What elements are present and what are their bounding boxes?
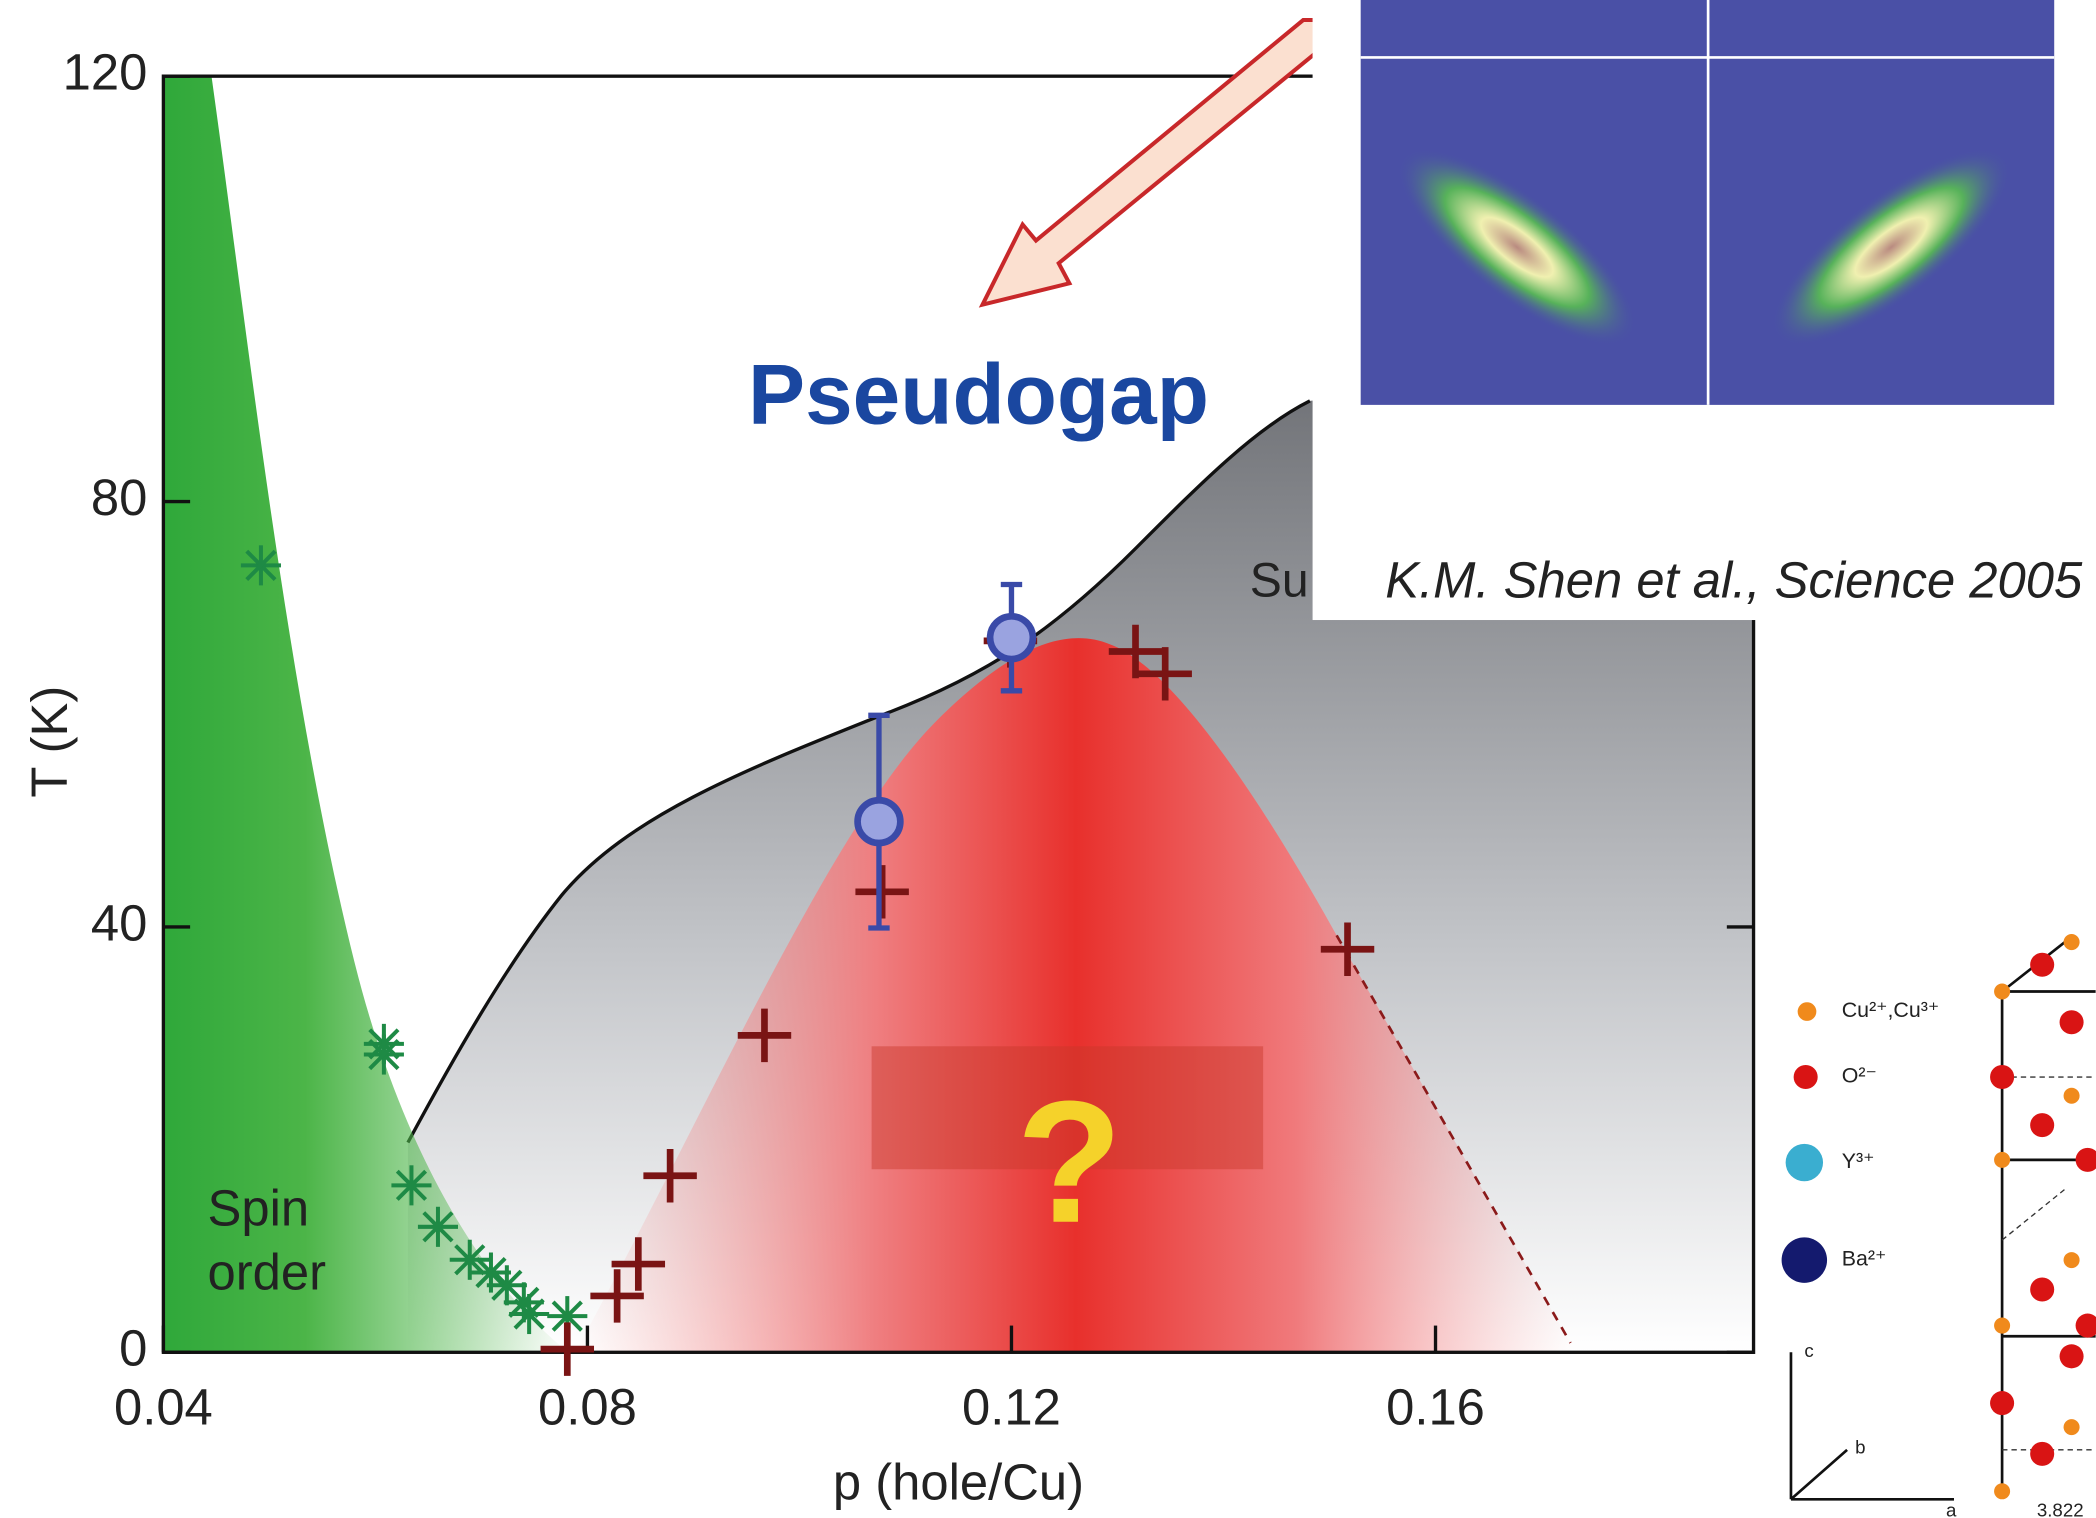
citation: K.M. Shen et al., Science 2005: [1385, 551, 2083, 608]
data-point: [364, 1034, 404, 1074]
x-axis-label: p (hole/Cu): [833, 1453, 1084, 1510]
x-tick-label: 0.12: [962, 1379, 1061, 1436]
y-axis-label: T (K): [21, 686, 78, 798]
data-point: [509, 1294, 549, 1334]
x-tick-label: 0.16: [1386, 1379, 1485, 1436]
legend-dot: [1782, 1237, 1827, 1282]
annotation-question: ?: [1016, 1065, 1122, 1259]
axis-letter: b: [1855, 1436, 1865, 1457]
x-tick-label: 0.04: [114, 1379, 213, 1436]
legend-label: O²⁻: [1842, 1064, 1877, 1088]
y-tick-label: 0: [119, 1320, 147, 1377]
chart: ? Spin order Pseudogap Su K.M. Shen et a…: [0, 0, 2096, 1518]
legend-label: Ba²⁺: [1842, 1247, 1887, 1271]
legend-dot: [1794, 1065, 1818, 1089]
data-point: [391, 1165, 431, 1205]
data-point: [504, 1282, 544, 1322]
dimension: 3.822: [2037, 1499, 2084, 1518]
annotation-superconductor: Su: [1250, 554, 1309, 608]
data-point: [858, 800, 901, 843]
axis-letter: a: [1946, 1499, 1957, 1518]
data-point: [990, 616, 1033, 659]
inset: K.M. Shen et al., Science 2005: [1313, 0, 2096, 620]
data-point: [418, 1207, 458, 1247]
y-tick-label: 40: [91, 894, 147, 951]
arrow: [983, 20, 1324, 305]
annotation-spin: Spin: [207, 1179, 309, 1236]
x-tick-label: 0.08: [538, 1379, 637, 1436]
annotation-order: order: [207, 1244, 326, 1301]
data-point: [241, 545, 281, 585]
axes-arrows: [1791, 1352, 1954, 1499]
legend-dot: [1786, 1144, 1823, 1181]
legend-dot: [1798, 1002, 1817, 1021]
y-tick-label: 120: [63, 44, 148, 101]
legend-label: Y³⁺: [1842, 1149, 1875, 1173]
axis-letter: c: [1804, 1340, 1813, 1361]
legend-label: Cu²⁺,Cu³⁺: [1842, 998, 1939, 1022]
page: ? Spin order Pseudogap Su K.M. Shen et a…: [0, 0, 2096, 1518]
crystal: Cu²⁺,Cu³⁺ O²⁻ Y³⁺ Ba²⁺ c b a 3.822: [1782, 934, 2096, 1518]
annotation-pseudogap: Pseudogap: [748, 347, 1209, 442]
y-tick-label: 80: [91, 469, 147, 526]
oxygen-atoms: [1990, 953, 2096, 1466]
